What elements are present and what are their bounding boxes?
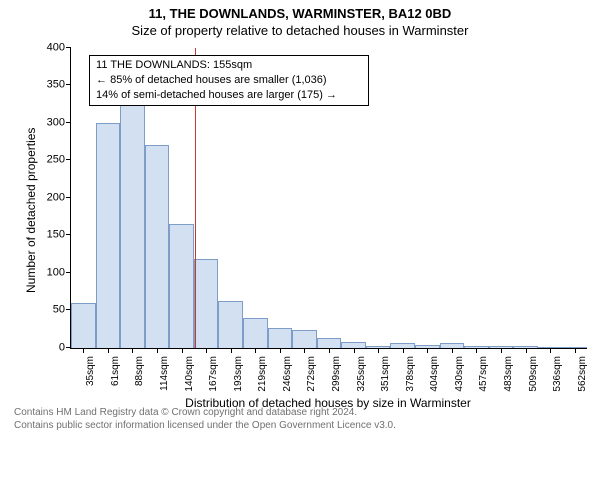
histogram-bar	[169, 224, 194, 348]
y-tick-label: 50	[53, 305, 71, 316]
x-tick-mark	[526, 348, 527, 353]
x-tick-label: 140sqm	[185, 356, 195, 392]
x-tick-label: 378sqm	[406, 356, 416, 392]
x-tick-label: 114sqm	[160, 356, 170, 391]
x-tick-mark	[452, 348, 453, 353]
x-tick-mark	[403, 348, 404, 353]
annotation-box: 11 THE DOWNLANDS: 155sqm← 85% of detache…	[89, 55, 369, 106]
x-tick-mark	[378, 348, 379, 353]
x-tick-label: 430sqm	[455, 356, 465, 392]
annotation-line-1: 11 THE DOWNLANDS: 155sqm	[96, 58, 362, 73]
y-axis-label: Number of detached properties	[24, 127, 38, 292]
x-tick-mark	[354, 348, 355, 353]
attribution: Contains HM Land Registry data © Crown c…	[10, 406, 590, 433]
y-tick-mark	[66, 84, 71, 85]
x-tick-mark	[501, 348, 502, 353]
x-tick-mark	[206, 348, 207, 353]
x-tick-label: 536sqm	[553, 356, 563, 392]
x-axis-label: Distribution of detached houses by size …	[70, 396, 586, 410]
y-tick-label: 150	[47, 230, 71, 241]
x-tick-label: 299sqm	[332, 356, 342, 392]
histogram-bar	[194, 259, 219, 348]
x-tick-label: 483sqm	[504, 356, 514, 392]
x-tick-label: 272sqm	[307, 356, 317, 392]
histogram-bar	[317, 338, 342, 348]
x-tick-mark	[157, 348, 158, 353]
x-tick-label: 167sqm	[209, 356, 219, 392]
x-tick-mark	[231, 348, 232, 353]
histogram-bar	[218, 301, 243, 348]
x-tick-label: 509sqm	[529, 356, 539, 392]
y-tick-label: 400	[47, 42, 71, 53]
histogram-bar	[120, 100, 145, 348]
x-tick-mark	[304, 348, 305, 353]
histogram-bar	[243, 318, 268, 348]
y-tick-label: 250	[47, 155, 71, 166]
x-tick-label: 325sqm	[357, 356, 367, 392]
chart-wrapper: 11, THE DOWNLANDS, WARMINSTER, BA12 0BD …	[0, 0, 600, 500]
chart-area: 0 50 100 150 200 250 300 350 400 35sqm 61sqm 88sqm 1…	[10, 44, 590, 404]
x-tick-mark	[108, 348, 109, 353]
x-tick-mark	[255, 348, 256, 353]
y-tick-mark	[66, 234, 71, 235]
histogram-bar	[145, 145, 170, 348]
attribution-line-2: Contains public sector information licen…	[14, 419, 590, 433]
histogram-bar	[268, 328, 293, 348]
x-tick-label: 562sqm	[578, 356, 588, 392]
x-tick-mark	[83, 348, 84, 353]
x-tick-label: 35sqm	[86, 356, 96, 386]
y-tick-mark	[66, 197, 71, 198]
x-tick-label: 193sqm	[234, 356, 244, 392]
y-tick-label: 200	[47, 192, 71, 203]
y-tick-mark	[66, 159, 71, 160]
x-tick-mark	[550, 348, 551, 353]
x-tick-mark	[280, 348, 281, 353]
y-tick-label: 0	[59, 342, 71, 353]
x-tick-label: 351sqm	[381, 356, 391, 392]
plot-region: 05010015020025030035040035sqm61sqm88sqm1…	[70, 48, 587, 349]
y-tick-label: 100	[47, 267, 71, 278]
x-tick-mark	[575, 348, 576, 353]
x-tick-mark	[329, 348, 330, 353]
histogram-bar	[292, 330, 317, 348]
x-tick-mark	[476, 348, 477, 353]
annotation-line-2: ← 85% of detached houses are smaller (1,…	[96, 73, 362, 88]
x-tick-mark	[427, 348, 428, 353]
y-tick-label: 300	[47, 117, 71, 128]
y-tick-mark	[66, 272, 71, 273]
chart-title: 11, THE DOWNLANDS, WARMINSTER, BA12 0BD	[10, 6, 590, 23]
annotation-line-3: 14% of semi-detached houses are larger (…	[96, 88, 362, 103]
histogram-bar	[71, 303, 96, 348]
y-tick-mark	[66, 122, 71, 123]
x-tick-label: 246sqm	[283, 356, 293, 392]
x-tick-label: 88sqm	[135, 356, 145, 386]
x-tick-label: 61sqm	[111, 356, 121, 386]
histogram-bar	[96, 123, 121, 348]
y-tick-mark	[66, 47, 71, 48]
y-tick-label: 350	[47, 80, 71, 91]
x-tick-label: 404sqm	[430, 356, 440, 392]
x-tick-label: 457sqm	[479, 356, 489, 392]
chart-subtitle: Size of property relative to detached ho…	[10, 23, 590, 40]
x-tick-label: 219sqm	[258, 356, 268, 392]
x-tick-mark	[182, 348, 183, 353]
x-tick-mark	[132, 348, 133, 353]
